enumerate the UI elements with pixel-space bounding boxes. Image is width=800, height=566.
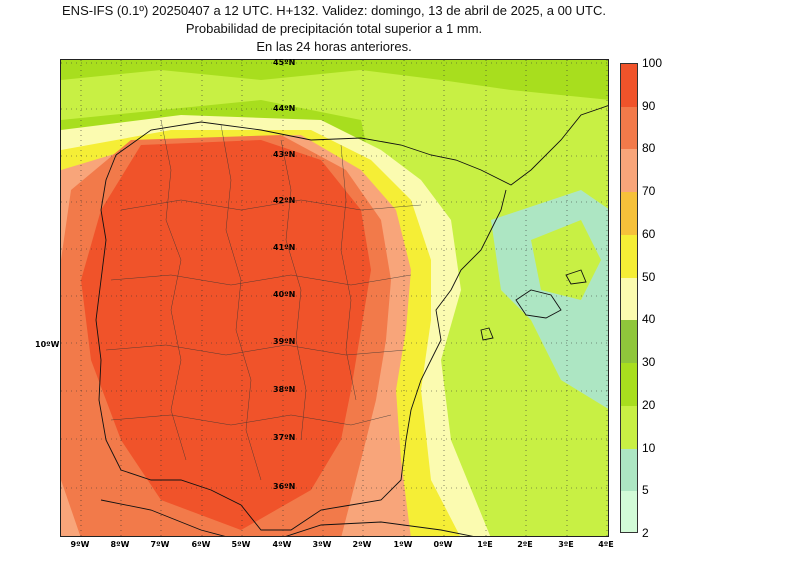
colorbar-tick-label: 80 — [642, 141, 656, 156]
lon-label-7w: 7ºW — [150, 540, 170, 549]
colorbar-segment — [621, 448, 637, 492]
lat-label-43: 43ºN — [273, 150, 296, 159]
colorbar-tick-label: 100 — [642, 56, 663, 70]
lon-label-6w: 6ºW — [191, 540, 211, 549]
field-red-core — [81, 140, 371, 530]
lat-label-41: 41ºN — [273, 243, 296, 252]
colorbar-segment — [621, 149, 637, 193]
lat-label-37: 37ºN — [273, 433, 296, 442]
map-title-line-2: Probabilidad de precipitación total supe… — [185, 21, 483, 36]
colorbar-segment — [621, 405, 637, 450]
map-canvas — [61, 60, 608, 536]
colorbar — [620, 63, 638, 533]
colorbar-segment — [621, 106, 637, 150]
lon-label-3e: 3ºE — [558, 540, 574, 549]
colorbar-tick-label: 90 — [642, 98, 656, 113]
lat-label-40: 40ºN — [273, 290, 296, 299]
lon-label-9w: 9ºW — [70, 540, 90, 549]
colorbar-segment — [621, 320, 637, 364]
colorbar-tick-label: 40 — [642, 312, 656, 327]
colorbar-segment — [621, 363, 637, 407]
colorbar-tick-label: 20 — [642, 397, 656, 412]
lon-label-5w: 5ºW — [231, 540, 251, 549]
lon-label-4w: 4ºW — [272, 540, 292, 549]
colorbar-segment — [621, 491, 637, 532]
colorbar-tick-label: 70 — [642, 184, 656, 199]
colorbar-segment — [621, 64, 637, 108]
colorbar-tick-label: 10 — [642, 440, 656, 455]
lon-label-2e: 2ºE — [517, 540, 533, 549]
map-title-line-3: En las 24 horas anteriores. — [256, 39, 412, 54]
colorbar-segment — [621, 277, 637, 321]
coastlines — [95, 105, 608, 536]
colorbar-tick-label: 30 — [642, 355, 656, 370]
colorbar-tick-label: 2 — [642, 526, 649, 540]
lon-label-10w: 10ºW — [35, 340, 60, 349]
colorbar-segment — [621, 234, 637, 279]
lat-label-39: 39ºN — [273, 337, 296, 346]
lat-label-38: 38ºN — [273, 385, 296, 394]
lon-label-1w: 1ºW — [393, 540, 413, 549]
colorbar-tick-label: 50 — [642, 269, 656, 284]
ibiza-outline — [480, 327, 494, 341]
field-north-green — [61, 60, 608, 100]
lon-label-3w: 3ºW — [312, 540, 332, 549]
lat-label-36: 36ºN — [273, 482, 296, 491]
lon-label-1e: 1ºE — [477, 540, 493, 549]
lon-label-4e: 4ºE — [598, 540, 614, 549]
lat-label-45: 45ºN — [273, 58, 296, 67]
lon-label-0w: 0ºW — [433, 540, 453, 549]
colorbar-tick-label: 5 — [642, 483, 649, 498]
colorbar-tick-label: 60 — [642, 226, 656, 241]
lat-label-44: 44ºN — [273, 104, 296, 113]
field-green-patch — [531, 220, 601, 300]
map-title-line-1: ENS-IFS (0.1º) 20250407 a 12 UTC. H+132.… — [62, 3, 606, 18]
lon-label-8w: 8ºW — [110, 540, 130, 549]
probability-map — [60, 59, 609, 537]
lat-label-42: 42ºN — [273, 196, 296, 205]
menorca-outline — [565, 269, 587, 285]
colorbar-segment — [621, 192, 637, 236]
province-borders — [105, 119, 422, 481]
field-light-green — [61, 60, 608, 536]
lon-label-2w: 2ºW — [352, 540, 372, 549]
